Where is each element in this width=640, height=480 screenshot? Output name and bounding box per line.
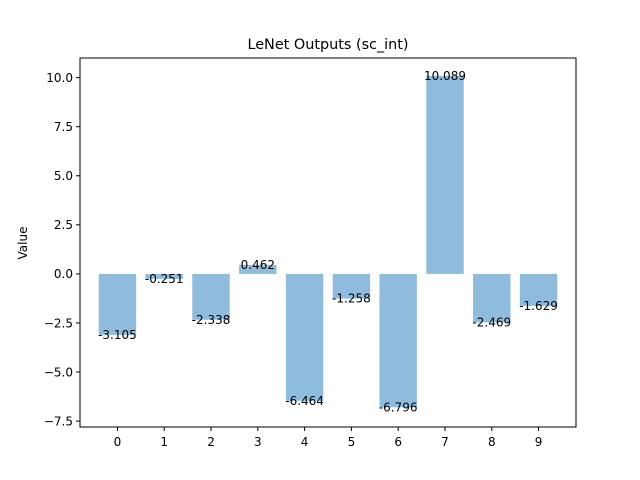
y-tick-label: 5.0 xyxy=(54,169,73,183)
y-axis-ticks: −7.5 −5.0 −2.5 0.0 2.5 5.0 7.5 10.0 xyxy=(44,71,80,428)
bars-group xyxy=(98,75,558,408)
y-tick-label: 10.0 xyxy=(46,71,73,85)
data-label-8: -2.469 xyxy=(472,315,511,329)
data-label-3: 0.462 xyxy=(241,258,275,272)
bar-3 xyxy=(239,264,277,274)
x-tick-label: 7 xyxy=(441,435,449,449)
data-label-5: -1.258 xyxy=(332,292,371,306)
x-tick-label: 1 xyxy=(160,435,168,449)
bar-1 xyxy=(145,273,183,279)
chart-title: LeNet Outputs (sc_int) xyxy=(247,37,408,53)
x-tick-label: 8 xyxy=(488,435,496,449)
bar-0 xyxy=(98,273,137,335)
y-tick-label: 0.0 xyxy=(54,267,73,281)
y-axis-label: Value xyxy=(16,227,30,260)
y-tick-label: 7.5 xyxy=(54,120,73,134)
x-tick-label: 5 xyxy=(348,435,356,449)
data-label-9: -1.629 xyxy=(519,299,558,313)
y-tick-label: −2.5 xyxy=(44,316,73,330)
x-tick-label: 3 xyxy=(254,435,262,449)
x-tick-label: 0 xyxy=(114,435,122,449)
bar-2 xyxy=(192,273,230,320)
bar-9 xyxy=(519,273,558,306)
data-label-2: -2.338 xyxy=(192,313,231,327)
data-labels-group: -3.105 -0.251 -2.338 0.462 -6.464 -1.258 -6.79… xyxy=(98,69,558,414)
x-tick-label: 9 xyxy=(535,435,543,449)
x-tick-label: 2 xyxy=(207,435,215,449)
bar-4 xyxy=(285,273,324,401)
data-label-7: 10.089 xyxy=(424,69,466,83)
x-axis-ticks: 0 1 2 3 4 5 6 7 8 9 xyxy=(114,427,543,449)
bar-5 xyxy=(332,273,371,299)
data-label-4: -6.464 xyxy=(285,394,324,408)
bar-8 xyxy=(473,273,511,323)
data-label-0: -3.105 xyxy=(98,328,137,342)
plot-frame xyxy=(79,57,577,428)
y-tick-label: −7.5 xyxy=(44,414,73,428)
y-tick-label: −5.0 xyxy=(44,365,73,379)
y-tick-label: 2.5 xyxy=(54,218,73,232)
bar-7 xyxy=(426,75,464,274)
x-tick-label: 6 xyxy=(394,435,402,449)
x-tick-label: 4 xyxy=(301,435,309,449)
data-label-6: -6.796 xyxy=(379,400,418,414)
data-label-1: -0.251 xyxy=(145,272,184,286)
bar-6 xyxy=(379,273,417,408)
